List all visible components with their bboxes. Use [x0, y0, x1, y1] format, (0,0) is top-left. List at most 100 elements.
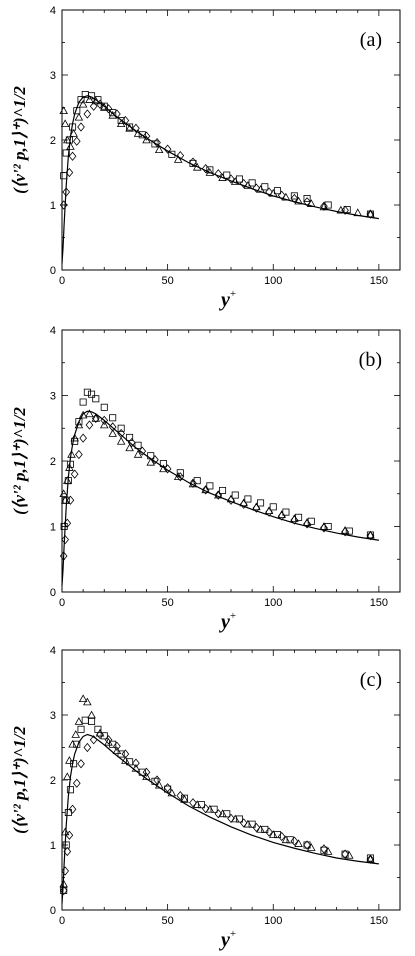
x-axis-title-main: y — [219, 289, 230, 311]
chart-b-square-point — [147, 452, 155, 460]
chart-a-panel-label: (a) — [360, 29, 382, 51]
chart-b-square-point — [117, 424, 125, 432]
chart-a-x-axis-title: y+ — [219, 288, 236, 311]
chart-b-square-point — [206, 482, 214, 490]
chart-b-diamond-point — [151, 455, 159, 465]
chart-a-triangle-point — [142, 135, 151, 144]
chart-c-triangle-point — [205, 804, 215, 813]
chart-b-square-point — [159, 460, 167, 468]
chart-c-curve — [61, 733, 379, 904]
chart-b-diamond-point — [277, 511, 286, 521]
chart-c-x-tick-label: 100 — [264, 915, 282, 927]
chart-c-triangle-point — [74, 717, 84, 725]
chart-b-diamond-point — [79, 433, 87, 443]
chart-c-square-point — [273, 831, 281, 839]
chart-a-diamond-point — [153, 137, 161, 148]
chart-b-diamond-point — [252, 503, 261, 513]
chart-a-square-point — [261, 183, 269, 191]
chart-b-square-point — [62, 496, 70, 504]
chart-b-triangle-point — [59, 489, 68, 498]
chart-b-triangle-point — [159, 464, 168, 473]
chart-b: 0 50 100 150 0 1 2 3 4 (b) y+ (⟨v'² p,1⟩⁺)^1/2 — [10, 325, 401, 633]
chart-a-square-point — [117, 117, 125, 125]
chart-b-square-point — [345, 527, 353, 535]
chart-c-square-point — [70, 760, 78, 768]
chart-b-diamond-point — [100, 415, 109, 426]
chart-c-diamond-point — [59, 885, 68, 896]
chart-b-triangle-point — [201, 485, 210, 494]
chart-c-diamond-point — [163, 783, 172, 793]
chart-a-diamond-point — [62, 187, 71, 197]
chart-a-triangle-point — [192, 162, 202, 171]
chart-c-triangle-point — [230, 814, 240, 823]
chart-a-diamond-point — [252, 183, 261, 193]
chart-c-triangle-point — [78, 694, 88, 703]
chart-c-diamond-point — [104, 735, 113, 745]
chart-b-diamond-point — [341, 527, 349, 537]
chart-a-diamond-point — [65, 167, 74, 178]
chart-c-diamond-point — [72, 778, 81, 788]
chart-a-x-tick-label: 150 — [370, 275, 388, 287]
chart-a-triangle-point — [294, 196, 303, 205]
chart-a-square-point — [73, 107, 81, 115]
chart-c-triangle-point — [83, 697, 92, 706]
chart-b-triangle-point — [116, 436, 126, 445]
chart-b-y-tick-label: 1 — [50, 522, 56, 534]
chart-a-square-point — [62, 149, 70, 157]
chart-b-y-tick-label: 3 — [50, 391, 56, 403]
chart-b-diamond-point — [75, 449, 83, 460]
chart-c-triangle-point — [60, 827, 70, 836]
chart-b-triangle-point — [91, 414, 101, 422]
chart-b-square-point — [79, 398, 87, 406]
chart-c-x-tick-label: 0 — [59, 915, 65, 927]
chart-b-square-point — [193, 477, 201, 485]
chart-a: 0 50 100 150 0 1 2 3 4 (a) y+ (⟨v'² p,1⟩⁺)^1/2 — [10, 5, 401, 311]
chart-a-diamond-point — [201, 163, 210, 174]
chart-b-triangle-point — [125, 443, 134, 452]
chart-c-square-point — [73, 740, 81, 748]
chart-a-triangle-point — [336, 205, 346, 214]
chart-b-square-point — [75, 418, 83, 426]
chart-a-square-point — [126, 123, 134, 131]
chart-a-frame — [61, 9, 401, 271]
chart-c-y-axis-title: (⟨v'² p,1⟩⁺)^1/2 — [10, 726, 29, 834]
chart-c-triangle-point — [154, 780, 164, 789]
chart-a-diamond-point — [59, 200, 68, 210]
chart-b-diamond-point — [59, 551, 68, 561]
chart-b-diamond-point — [66, 495, 75, 505]
chart-a-diamond-point — [227, 174, 235, 184]
chart-b-frame — [61, 329, 401, 593]
chart-b-triangle-point — [146, 457, 156, 466]
chart-b-diamond-point — [117, 428, 125, 439]
chart-c-diamond-point — [121, 749, 130, 759]
chart-b-square-point — [64, 477, 72, 485]
chart-c-triangle-point — [323, 847, 333, 855]
chart-c-y-tick-label: 0 — [50, 905, 56, 917]
chart-c-triangle-point — [180, 795, 189, 803]
chart-a-square-point — [65, 136, 73, 144]
chart-c-diamond-point — [89, 735, 98, 745]
chart-c-square-point — [62, 841, 70, 849]
chart-a-diamond-point — [239, 178, 248, 189]
chart-b-square-point — [231, 491, 239, 499]
chart-c-triangle-point — [281, 835, 291, 844]
chart-b-square-point — [83, 388, 91, 396]
chart-c-square-point — [109, 740, 117, 748]
chart-c-triangle-point — [366, 854, 375, 863]
chart-c-triangle-point — [87, 710, 96, 719]
chart-c-x-tick-label: 50 — [162, 915, 174, 927]
chart-b-diamond-point — [239, 499, 248, 509]
chart-b-x-axis-title: y+ — [219, 610, 236, 633]
chart-a-diamond-point — [341, 205, 349, 215]
chart-b-diamond-point — [163, 464, 172, 474]
chart-c-y-tick-label: 2 — [50, 775, 56, 787]
chart-a-square-point — [248, 179, 256, 187]
chart-a-y-tick-label: 1 — [50, 200, 56, 212]
chart-c-diamond-point — [303, 840, 311, 850]
chart-a-curve — [61, 95, 379, 264]
chart-c-x-axis-title: y+ — [219, 928, 236, 951]
chart-c-diamond-point — [96, 729, 104, 740]
chart-a-diamond-point — [214, 169, 223, 179]
chart-b-diamond-point — [227, 495, 235, 505]
chart-b-square-point — [66, 460, 74, 468]
